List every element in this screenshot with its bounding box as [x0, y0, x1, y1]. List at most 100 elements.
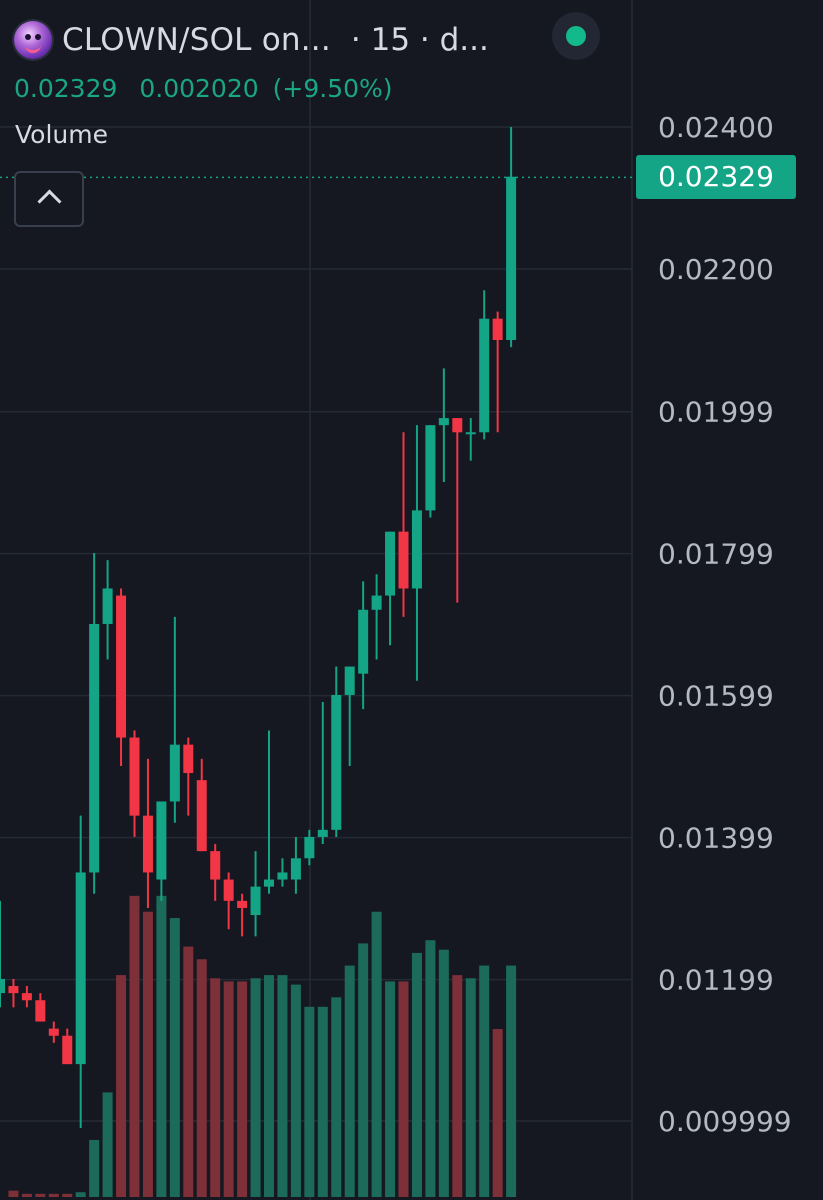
candle-body	[411, 510, 422, 589]
candle-body	[250, 886, 261, 916]
volume-bar	[196, 959, 207, 1197]
candle-body	[35, 1000, 46, 1022]
candle-body	[156, 801, 167, 880]
y-tick-label: 0.02200	[658, 253, 774, 286]
volume-bar	[344, 965, 355, 1197]
candle-body	[371, 595, 382, 610]
ohlc-values: 0.02329 0.002020 (+9.50%)	[14, 74, 614, 103]
volume-bar	[35, 1193, 46, 1197]
y-tick-label: 0.01599	[658, 680, 774, 713]
volume-bar	[385, 981, 396, 1197]
candle-body	[506, 176, 517, 340]
candle-body	[304, 836, 315, 859]
volume-bar	[129, 895, 140, 1197]
candles	[0, 127, 517, 1129]
candle-body	[196, 780, 207, 852]
candle-body	[0, 978, 5, 994]
candle-body	[8, 986, 19, 994]
volume-bar	[89, 1139, 100, 1197]
candle-body	[169, 744, 180, 802]
candle-body	[331, 694, 342, 830]
volume-bar	[169, 918, 180, 1197]
volume-bar	[48, 1193, 59, 1197]
title-row: CLOWN/SOL on... · 15 · d...	[14, 18, 614, 62]
candle-body	[102, 588, 113, 624]
volume-bar	[438, 949, 449, 1197]
candle-body	[142, 815, 153, 873]
chart-header: CLOWN/SOL on... · 15 · d... 0.02329 0.00…	[14, 18, 614, 103]
candle-body	[223, 879, 234, 901]
volume-bar	[304, 1006, 315, 1197]
volume-bar	[411, 952, 422, 1197]
volume-bar	[371, 911, 382, 1197]
candle-body	[479, 318, 490, 433]
volume-bar	[290, 984, 301, 1197]
volume-bar	[8, 1190, 19, 1197]
volume-bar	[223, 981, 234, 1197]
volume-bar	[317, 1006, 328, 1197]
y-tick-label: 0.01999	[658, 396, 774, 429]
candle-body	[465, 432, 476, 435]
volume-bar	[250, 978, 261, 1197]
candle-body	[317, 829, 328, 837]
candle-body	[452, 418, 463, 433]
close-value: 0.02329	[14, 74, 118, 103]
volume-bar	[506, 965, 517, 1197]
volume-bar	[492, 1028, 503, 1197]
candle-body	[492, 318, 503, 340]
candle-body	[129, 737, 140, 816]
candle-body	[75, 872, 86, 1065]
clown-token-logo-icon	[14, 21, 52, 59]
volume-indicator-label[interactable]: Volume	[15, 120, 108, 149]
volume-bar	[210, 978, 221, 1197]
candle-body	[438, 418, 449, 426]
change-value: 0.002020	[139, 74, 259, 103]
volume-bar	[277, 975, 288, 1197]
volume-bar	[264, 975, 274, 1197]
candle-body	[425, 425, 436, 511]
y-tick-label: 0.01199	[658, 964, 774, 997]
volume-bars	[8, 895, 517, 1197]
volume-bar	[479, 965, 490, 1197]
symbol-title[interactable]: CLOWN/SOL on...	[62, 22, 331, 58]
volume-bar	[398, 981, 409, 1197]
volume-bar	[142, 911, 153, 1197]
volume-bar	[465, 978, 476, 1197]
last-price-label: 0.02329	[636, 155, 796, 199]
candle-body	[398, 531, 409, 589]
y-tick-label: 0.02400	[658, 111, 774, 144]
candle-body	[62, 1035, 73, 1065]
y-tick-label: 0.01799	[658, 538, 774, 571]
live-status-button[interactable]	[552, 12, 600, 60]
y-axis-ticks: 0.02400 0.02200 0.01999 0.01799 0.01599 0.013…	[658, 111, 792, 1138]
volume-bar	[156, 895, 167, 1197]
grid-lines	[0, 0, 633, 1200]
chevron-up-icon	[37, 189, 62, 214]
candle-body	[344, 666, 355, 695]
volume-bar	[425, 940, 436, 1197]
volume-bar	[102, 1092, 113, 1197]
volume-bar	[237, 981, 248, 1197]
volume-bar	[75, 1192, 86, 1197]
live-status-dot-icon	[566, 26, 586, 46]
candle-body	[385, 531, 396, 596]
candle-body	[277, 872, 288, 880]
timeframe-label[interactable]: · 15 · d...	[350, 22, 489, 58]
volume-bar	[21, 1193, 32, 1197]
collapse-indicators-button[interactable]	[14, 171, 84, 227]
candle-body	[210, 851, 221, 880]
volume-bar	[62, 1193, 73, 1197]
volume-bar	[116, 975, 127, 1197]
candle-body	[358, 609, 369, 674]
candle-body	[89, 623, 100, 873]
candle-body	[290, 858, 301, 880]
candle-body	[48, 1028, 59, 1036]
candle-body	[237, 900, 248, 908]
volume-bar	[183, 946, 194, 1197]
volume-bar	[331, 997, 342, 1197]
candle-body	[264, 879, 274, 887]
y-tick-label: 0.01399	[658, 822, 774, 855]
candle-body	[116, 595, 127, 738]
change-percent: (+9.50%)	[272, 74, 393, 103]
